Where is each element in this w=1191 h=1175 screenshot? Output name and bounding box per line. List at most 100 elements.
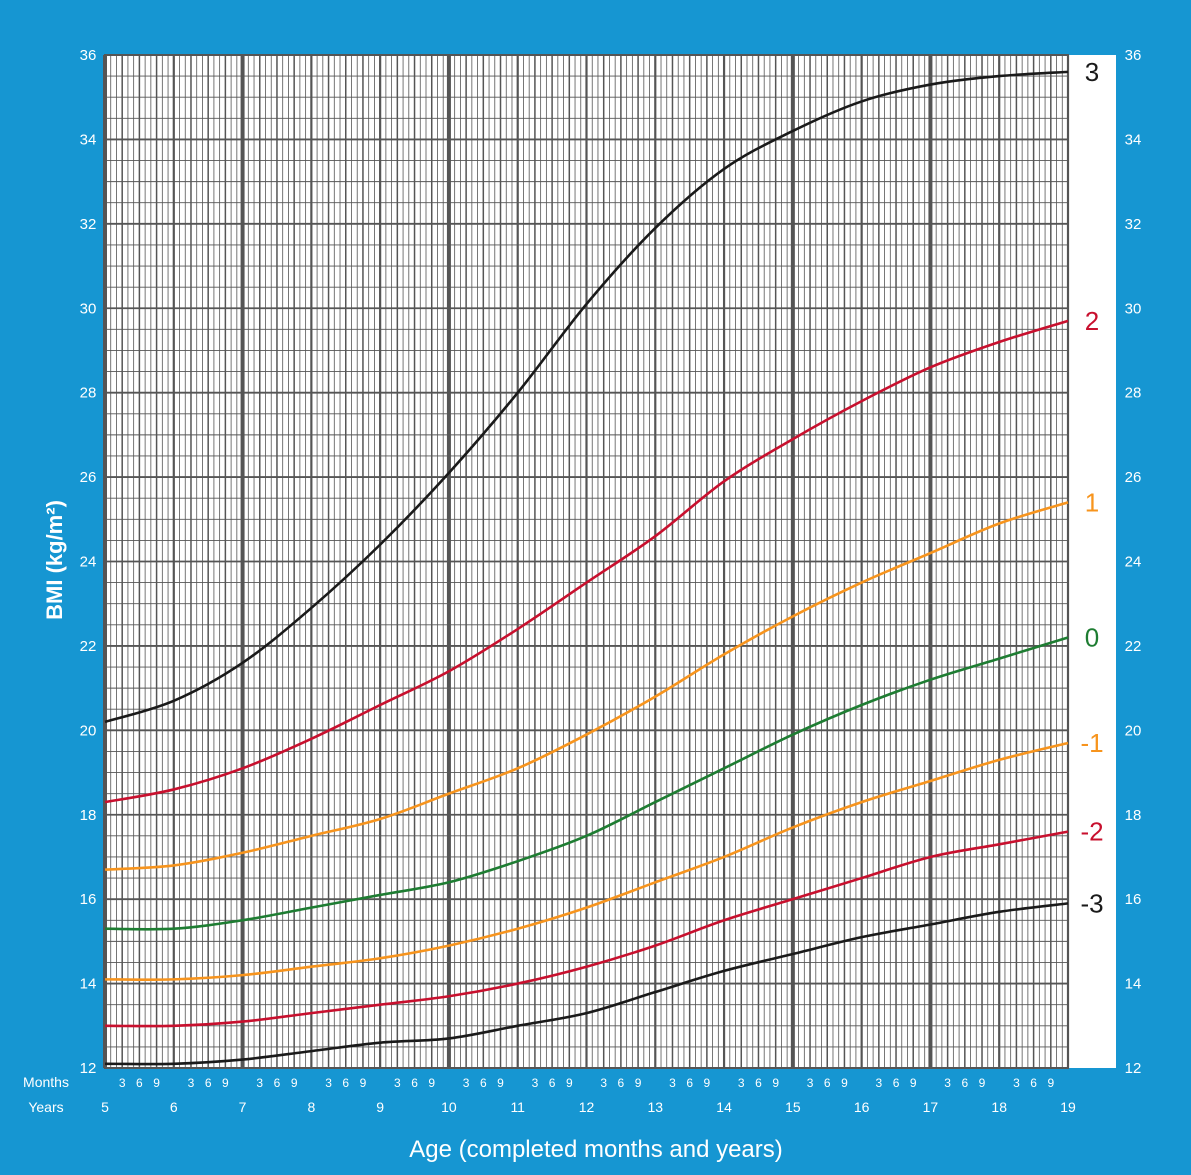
x-tick-month: 6 (961, 1076, 968, 1090)
series-line-1 (104, 501, 1069, 871)
x-tick-month: 9 (841, 1076, 848, 1090)
x-tick-month: 9 (428, 1076, 435, 1090)
x-tick-month: 3 (463, 1076, 470, 1090)
y-tick-left: 14 (80, 976, 97, 993)
x-tick-month: 9 (1047, 1076, 1054, 1090)
x-tick-year: 15 (785, 1099, 801, 1115)
y-tick-right: 16 (1125, 891, 1142, 908)
x-tick-month: 9 (979, 1076, 986, 1090)
series-line--3 (104, 902, 1069, 1066)
y-axis-label: BMI (kg/m²) (42, 500, 67, 620)
x-tick-month: 9 (704, 1076, 711, 1090)
x-tick-year: 7 (239, 1099, 247, 1115)
x-tick-year: 17 (923, 1099, 939, 1115)
series-label-2: 2 (1085, 306, 1099, 336)
x-tick-month: 6 (205, 1076, 212, 1090)
x-tick-month: 3 (394, 1076, 401, 1090)
x-tick-month: 9 (360, 1076, 367, 1090)
x-tick-year: 11 (510, 1099, 525, 1115)
x-tick-month: 6 (618, 1076, 625, 1090)
x-tick-month: 9 (497, 1076, 504, 1090)
x-tick-year: 16 (854, 1099, 870, 1115)
y-axis-left-ticks: 12 14 16 18 20 22 24 26 28 30 32 34 36 (80, 47, 97, 1077)
series-line--2 (104, 830, 1069, 1028)
x-tick-month: 6 (136, 1076, 143, 1090)
x-tick-month: 3 (119, 1076, 126, 1090)
series-label--2: -2 (1080, 817, 1103, 847)
years-row-label: Years (28, 1099, 63, 1115)
y-tick-right: 22 (1125, 638, 1142, 655)
x-tick-year: 5 (101, 1099, 109, 1115)
y-tick-left: 32 (80, 216, 97, 233)
y-tick-right: 28 (1125, 385, 1142, 402)
x-tick-month: 3 (325, 1076, 332, 1090)
y-tick-right: 26 (1125, 469, 1142, 486)
series-line-2 (104, 319, 1069, 804)
series-lines (104, 70, 1069, 1066)
y-tick-left: 12 (80, 1060, 97, 1077)
x-tick-year: 12 (579, 1099, 595, 1115)
x-tick-year: 8 (307, 1099, 315, 1115)
x-tick-month: 3 (944, 1076, 951, 1090)
y-tick-right: 14 (1125, 976, 1142, 993)
x-tick-month: 3 (600, 1076, 607, 1090)
x-tick-year: 9 (376, 1099, 384, 1115)
series-label-1: 1 (1085, 487, 1099, 517)
y-tick-right: 34 (1125, 131, 1142, 148)
series-label-3: 3 (1085, 57, 1099, 87)
x-tick-year: 10 (441, 1099, 457, 1115)
x-tick-month: 9 (153, 1076, 160, 1090)
series-line-0 (104, 636, 1069, 931)
x-tick-year: 19 (1060, 1099, 1076, 1115)
x-tick-month: 3 (807, 1076, 814, 1090)
x-tick-month: 3 (669, 1076, 676, 1090)
x-tick-month: 6 (480, 1076, 487, 1090)
series-labels: 3 2 1 0 -1 -2 -3 (1080, 57, 1103, 919)
y-tick-left: 22 (80, 638, 97, 655)
y-tick-left: 18 (80, 807, 97, 824)
x-tick-month: 6 (342, 1076, 349, 1090)
x-tick-month: 3 (532, 1076, 539, 1090)
series-label--1: -1 (1080, 728, 1103, 758)
x-tick-month: 6 (686, 1076, 693, 1090)
x-tick-month: 9 (635, 1076, 642, 1090)
months-row-label: Months (23, 1074, 69, 1090)
x-tick-year: 6 (170, 1099, 178, 1115)
y-tick-left: 30 (80, 300, 97, 317)
x-tick-month: 6 (411, 1076, 418, 1090)
y-tick-left: 26 (80, 469, 97, 486)
series-label-0: 0 (1085, 622, 1099, 652)
x-tick-month: 6 (893, 1076, 900, 1090)
x-tick-month: 6 (1030, 1076, 1037, 1090)
series-line-3 (104, 70, 1069, 724)
x-tick-month: 9 (910, 1076, 917, 1090)
x-tick-month: 3 (256, 1076, 263, 1090)
y-tick-right: 30 (1125, 300, 1142, 317)
x-axis-label: Age (completed months and years) (409, 1136, 783, 1163)
y-tick-right: 32 (1125, 216, 1142, 233)
y-tick-left: 28 (80, 385, 97, 402)
x-tick-month: 9 (772, 1076, 779, 1090)
x-tick-month: 3 (875, 1076, 882, 1090)
y-axis-right-ticks: 12 14 16 18 20 22 24 26 28 30 32 34 36 (1125, 47, 1142, 1077)
x-tick-month: 6 (824, 1076, 831, 1090)
x-tick-month: 3 (188, 1076, 195, 1090)
x-tick-month: 6 (274, 1076, 281, 1090)
y-tick-right: 12 (1125, 1060, 1142, 1077)
y-tick-right: 20 (1125, 722, 1142, 739)
y-tick-left: 34 (80, 131, 97, 148)
x-tick-month: 3 (1013, 1076, 1020, 1090)
grid-major (103, 54, 1070, 1069)
x-tick-month: 6 (549, 1076, 556, 1090)
series-label--3: -3 (1080, 888, 1103, 918)
x-tick-year: 13 (647, 1099, 663, 1115)
x-axis-year-ticks: 5 6 7 8 9 10 11 12 13 14 15 16 17 18 19 (101, 1099, 1076, 1115)
y-tick-left: 24 (80, 554, 97, 571)
right-label-strip (1068, 55, 1116, 1068)
x-tick-month: 9 (222, 1076, 229, 1090)
y-tick-right: 24 (1125, 554, 1142, 571)
series-line--1 (104, 741, 1069, 981)
x-tick-year: 18 (991, 1099, 1007, 1115)
